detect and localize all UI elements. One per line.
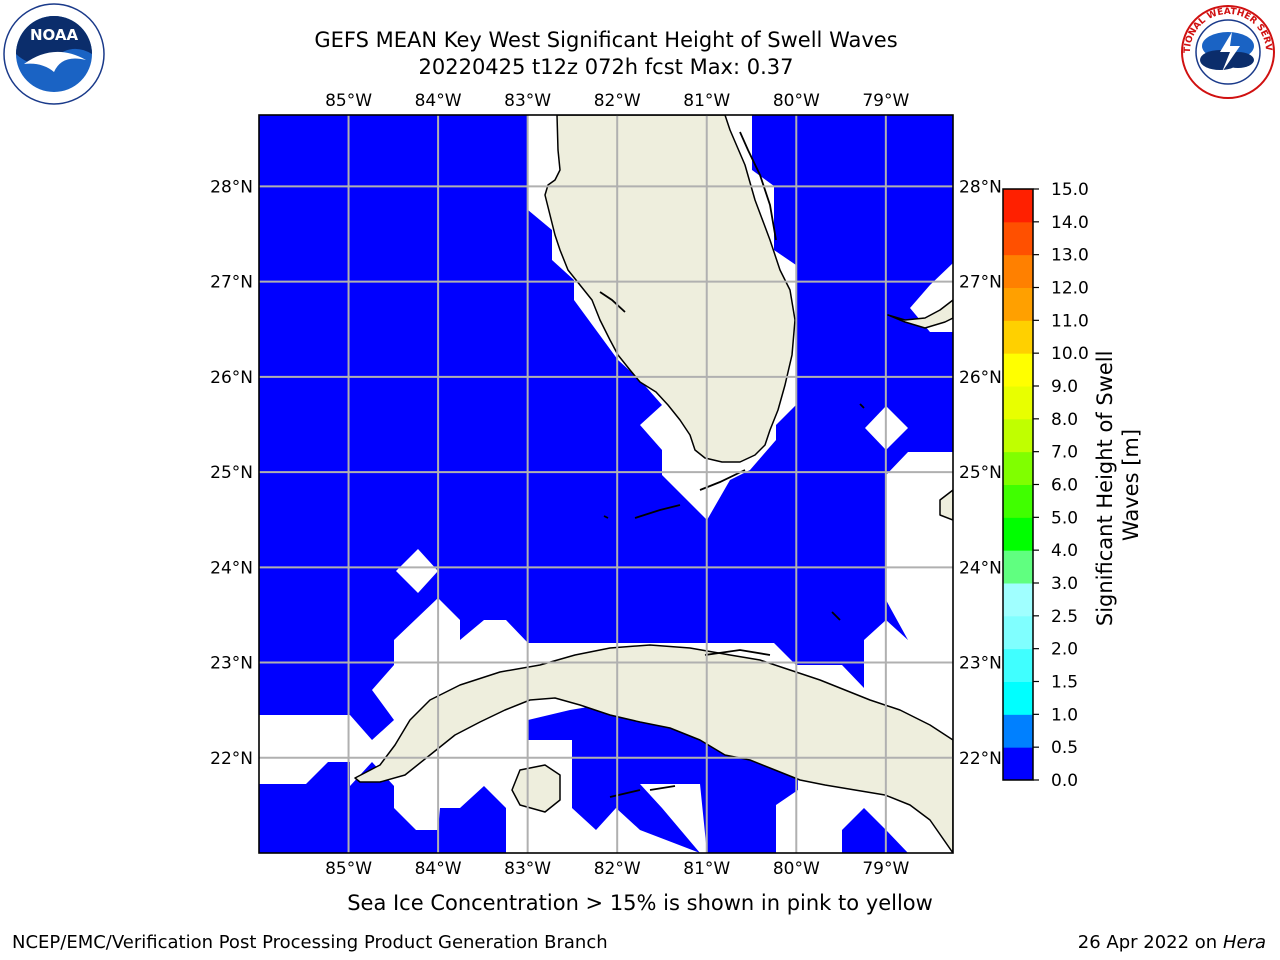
lon-label-bottom: 83°W bbox=[504, 859, 551, 879]
colorbar-tick-label: 1.5 bbox=[1051, 673, 1078, 693]
footer-credit: NCEP/EMC/Verification Post Processing Pr… bbox=[12, 932, 608, 953]
colorbar-tick-label: 9.0 bbox=[1051, 377, 1078, 397]
colorbar-bin bbox=[1003, 517, 1033, 551]
colorbar-bin bbox=[1003, 221, 1033, 256]
colorbar-bin bbox=[1003, 615, 1033, 650]
land-masses bbox=[354, 115, 953, 853]
colorbar-tick-label: 2.0 bbox=[1051, 640, 1078, 660]
lat-label-left: 22°N bbox=[210, 749, 253, 769]
footer-date-text: 26 Apr 2022 on bbox=[1077, 932, 1218, 953]
colorbar-tick-label: 8.0 bbox=[1051, 410, 1078, 430]
colorbar-bin bbox=[1003, 287, 1033, 321]
lat-label-right: 24°N bbox=[959, 558, 1002, 578]
lon-label-top: 85°W bbox=[325, 91, 372, 111]
colorbar-tick-label: 4.0 bbox=[1051, 541, 1078, 561]
colorbar-tick-label: 7.0 bbox=[1051, 443, 1078, 463]
islands bbox=[599, 131, 865, 798]
colorbar-bin bbox=[1003, 418, 1033, 453]
lon-label-top: 83°W bbox=[504, 91, 551, 111]
colorbar-tick-label: 2.5 bbox=[1051, 607, 1078, 627]
footer-date: 26 Apr 2022 on Hera bbox=[1078, 932, 1266, 953]
map-frame bbox=[258, 114, 954, 854]
colorbar-bin bbox=[1003, 484, 1033, 518]
graticule bbox=[259, 115, 953, 853]
colorbar-bin bbox=[1003, 681, 1033, 715]
lat-label-right: 26°N bbox=[959, 368, 1002, 388]
colorbar-tick-label: 11.0 bbox=[1051, 311, 1089, 331]
chart-title: GEFS MEAN Key West Significant Height of… bbox=[314, 28, 898, 52]
colorbar-tick-label: 13.0 bbox=[1051, 246, 1089, 266]
colorbar-bin bbox=[1003, 353, 1033, 387]
lon-label-top: 84°W bbox=[415, 91, 462, 111]
lat-label-left: 26°N bbox=[210, 368, 253, 388]
lat-label-left: 25°N bbox=[210, 463, 253, 483]
lat-label-right: 27°N bbox=[959, 273, 1002, 293]
axis-labels: 85°W 85°W 84°W 84°W 83°W 83°W 82°W 82°W 81°W 81°W… bbox=[210, 91, 1002, 879]
colorbar-label: Significant Height of Swell Waves [m] bbox=[1093, 344, 1143, 626]
colorbar-bin bbox=[1003, 451, 1033, 485]
colorbar-tick-label: 6.0 bbox=[1051, 476, 1078, 496]
cuba-landmass bbox=[354, 644, 953, 853]
noaa-logo-text: NOAA bbox=[30, 26, 79, 44]
lon-label-bottom: 82°W bbox=[594, 859, 641, 879]
lon-label-top: 80°W bbox=[773, 91, 820, 111]
lat-label-left: 27°N bbox=[210, 273, 253, 293]
lon-label-bottom: 80°W bbox=[773, 859, 820, 879]
colorbar-bin bbox=[1003, 254, 1033, 288]
colorbar-bin bbox=[1003, 550, 1033, 584]
colorbar-bin bbox=[1003, 320, 1033, 354]
lat-label-right: 25°N bbox=[959, 463, 1002, 483]
colorbar-tick-label: 15.0 bbox=[1051, 180, 1089, 200]
lon-label-bottom: 79°W bbox=[862, 859, 909, 879]
colorbar-tick-label: 10.0 bbox=[1051, 344, 1089, 364]
lon-label-top: 81°W bbox=[683, 91, 730, 111]
colorbar: 0.0 0.5 1.0 1.5 2.0 2.5 3.0 4.0 5.0 6.0 7.0 8.0 9.0 1… bbox=[1002, 180, 1143, 791]
lat-label-right: 28°N bbox=[959, 177, 1002, 197]
footer-host: Hera bbox=[1222, 932, 1266, 953]
colorbar-tick-label: 12.0 bbox=[1051, 279, 1089, 299]
florida-landmass bbox=[544, 115, 796, 463]
lat-label-left: 24°N bbox=[210, 558, 253, 578]
colorbar-tick-label: 3.0 bbox=[1051, 574, 1078, 594]
isla-juventud bbox=[511, 764, 561, 813]
colorbar-tick-label: 0.0 bbox=[1051, 771, 1078, 791]
lon-label-top: 82°W bbox=[594, 91, 641, 111]
colorbar-tick-label: 0.5 bbox=[1051, 738, 1078, 758]
lon-label-bottom: 85°W bbox=[325, 859, 372, 879]
colorbar-bin bbox=[1003, 583, 1033, 617]
colorbar-bin bbox=[1003, 189, 1033, 223]
lon-label-bottom: 84°W bbox=[415, 859, 462, 879]
noaa-logo: NOAA bbox=[3, 3, 105, 105]
lon-label-bottom: 81°W bbox=[683, 859, 730, 879]
sea-ice-note: Sea Ice Concentration > 15% is shown in … bbox=[347, 891, 933, 915]
nws-logo: NATIONAL WEATHER SERVICE bbox=[1176, 2, 1275, 99]
colorbar-bin bbox=[1003, 386, 1033, 420]
lat-label-right: 23°N bbox=[959, 654, 1002, 674]
colorbar-tick-label: 1.0 bbox=[1051, 705, 1078, 725]
chart-subtitle: 20220425 t12z 072h fcst Max: 0.37 bbox=[418, 55, 794, 79]
colorbar-bin bbox=[1003, 747, 1033, 781]
colorbar-tick-label: 5.0 bbox=[1051, 508, 1078, 528]
lat-label-left: 23°N bbox=[210, 654, 253, 674]
lon-label-top: 79°W bbox=[862, 91, 909, 111]
colorbar-bin bbox=[1003, 714, 1033, 748]
lat-label-left: 28°N bbox=[210, 177, 253, 197]
colorbar-bin bbox=[1003, 648, 1033, 682]
colorbar-tick-label: 14.0 bbox=[1051, 213, 1089, 233]
lat-label-right: 22°N bbox=[959, 749, 1002, 769]
